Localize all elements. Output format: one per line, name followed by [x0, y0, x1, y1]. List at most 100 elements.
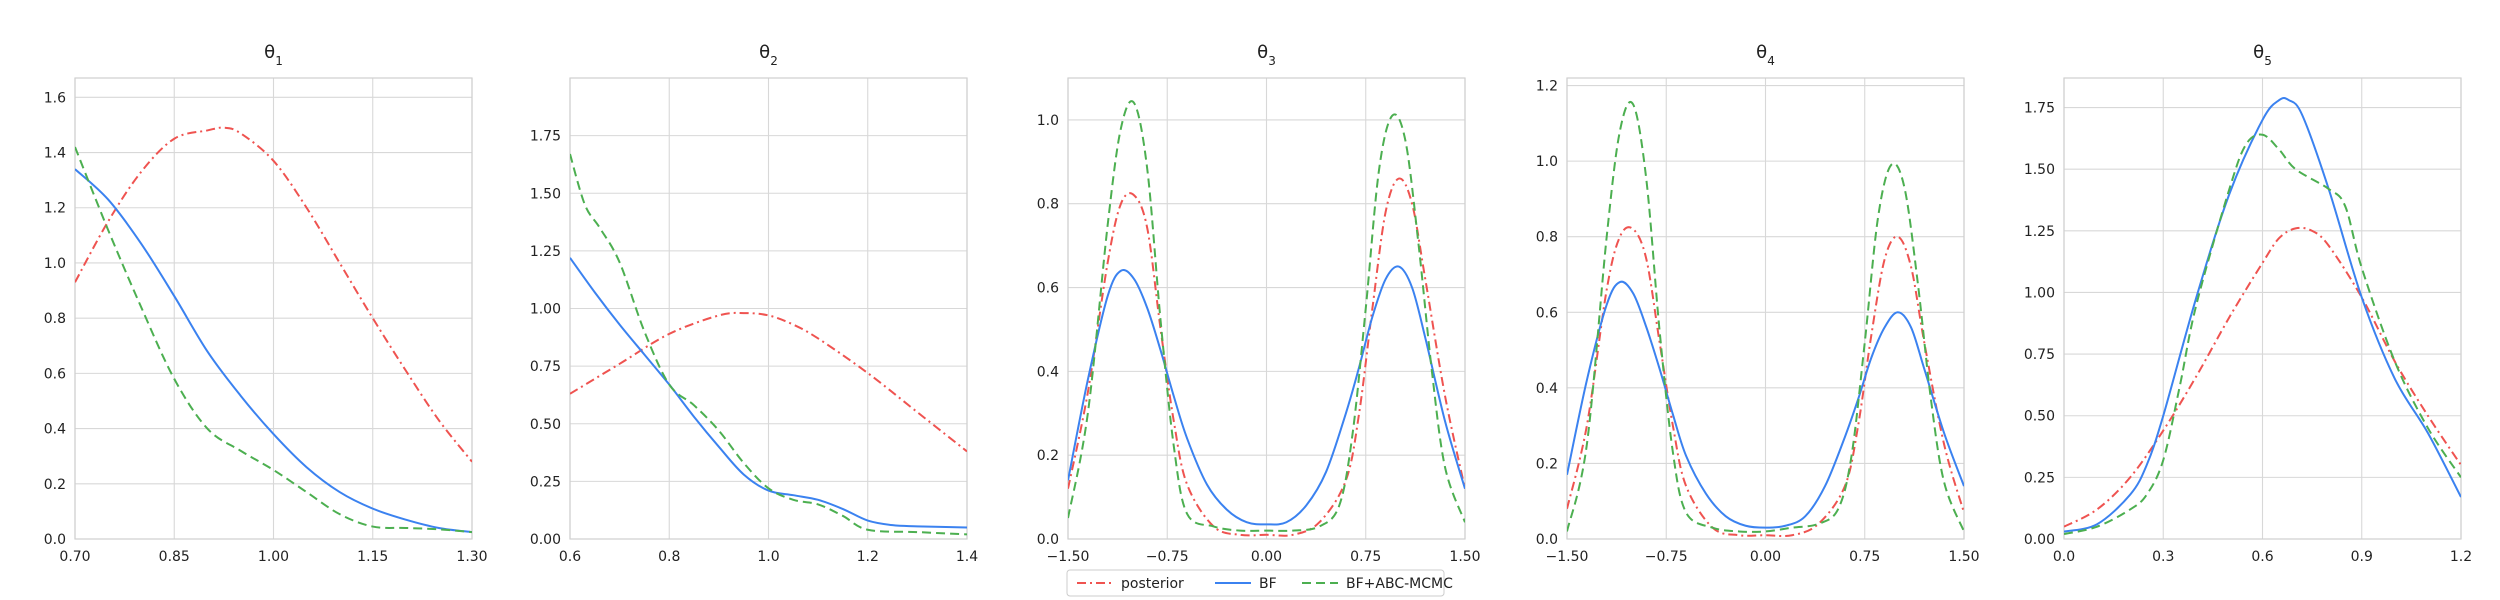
plot-frame: [1566, 77, 1965, 540]
y-tick-label: 1.0: [44, 256, 66, 272]
x-tick-label: 0.6: [2251, 549, 2273, 565]
y-tick-label: 0.00: [530, 532, 561, 548]
series-line-bf: [2064, 97, 2461, 533]
panel-3: −1.50 −0.75 0.00 0.75 1.50 0.0 0.2 0.4 0.6 0.8 1.0…: [1037, 42, 1481, 565]
y-tick-label: 1.4: [44, 146, 66, 162]
x-tick-label: −1.50: [1546, 549, 1589, 565]
x-tick-label: 0.00: [1251, 549, 1282, 565]
plot-frame: [2063, 77, 2462, 540]
series-line-posterior: [75, 126, 472, 463]
y-tick-label: 0.8: [1536, 230, 1558, 246]
y-tick-label: 0.25: [530, 474, 561, 490]
x-tick-label: 0.3: [2152, 549, 2174, 565]
legend-box: [1066, 569, 1445, 597]
panel-title: θ4: [1756, 42, 1775, 68]
y-tick-label: 0.8: [1037, 197, 1059, 213]
y-tick-label: 0.6: [44, 366, 66, 382]
x-tick-label: 1.15: [357, 549, 388, 565]
y-tick-label: 0.50: [530, 417, 561, 433]
y-tick-label: 0.75: [530, 359, 561, 375]
panel-4: −1.50 −0.75 0.00 0.75 1.50 0.0 0.2 0.4 0.6 0.8 1.0…: [1536, 42, 1980, 565]
x-tick-label: 0.85: [159, 549, 190, 565]
y-tick-label: 0.0: [1037, 532, 1059, 548]
x-tick-label: 1.2: [2450, 549, 2472, 565]
x-tick-label: 0.6: [559, 549, 581, 565]
series-group: [1567, 101, 1964, 538]
y-tick-label: 1.2: [1536, 79, 1558, 95]
y-tick-label: 0.6: [1037, 281, 1059, 297]
series-group: [570, 153, 967, 536]
x-tick-label: 1.0: [757, 549, 779, 565]
y-tick-label: 1.50: [2024, 162, 2055, 178]
y-tick-label: 1.0: [1037, 113, 1059, 129]
x-tick-label: −1.50: [1047, 549, 1090, 565]
y-tick-label: 0.2: [1037, 448, 1059, 464]
y-tick-label: 0.50: [2024, 409, 2055, 425]
y-tick-label: 0.75: [2024, 347, 2055, 363]
panel-title: θ2: [759, 42, 778, 68]
y-tick-label: 0.8: [44, 311, 66, 327]
x-tick-label: 0.70: [59, 549, 90, 565]
y-tick-label: 1.75: [2024, 101, 2055, 117]
y-tick-label: 1.0: [1536, 154, 1558, 170]
series-line-bf: [1567, 280, 1964, 529]
series-line-bf-abc-mcmc: [1567, 101, 1964, 533]
plot-frame: [74, 77, 473, 540]
y-tick-label: 1.2: [44, 201, 66, 217]
y-tick-label: 0.2: [1536, 456, 1558, 472]
x-tick-label: 1.2: [857, 549, 879, 565]
y-tick-label: 1.50: [530, 186, 561, 202]
x-tick-label: 0.8: [658, 549, 680, 565]
series-line-bf-abc-mcmc: [75, 146, 472, 534]
series-line-bf-abc-mcmc: [570, 153, 967, 536]
plot-frame: [569, 77, 968, 540]
panel-1: 0.70 0.85 1.00 1.15 1.30 0.0 0.2 0.4 0.6 0.8 1.0 1.…: [44, 42, 488, 565]
panel-title: θ1: [264, 42, 283, 68]
x-tick-label: −0.75: [1146, 549, 1189, 565]
series-group: [1068, 100, 1465, 537]
series-line-bf: [1068, 265, 1465, 526]
y-tick-label: 0.4: [1536, 381, 1558, 397]
legend-label: BF: [1259, 576, 1277, 592]
y-tick-label: 0.4: [1037, 364, 1059, 380]
y-tick-label: 1.75: [530, 129, 561, 145]
y-tick-label: 1.25: [530, 244, 561, 260]
series-group: [75, 126, 472, 534]
x-tick-label: 1.50: [1449, 549, 1480, 565]
x-tick-label: 0.75: [1350, 549, 1381, 565]
y-tick-label: 1.00: [2024, 285, 2055, 301]
x-tick-label: 0.75: [1849, 549, 1880, 565]
series-group: [2064, 97, 2461, 536]
x-tick-label: 1.00: [258, 549, 289, 565]
y-tick-label: 0.00: [2024, 532, 2055, 548]
series-line-bf: [570, 257, 967, 529]
x-tick-label: 0.0: [2053, 549, 2075, 565]
panel-title: θ3: [1257, 42, 1276, 68]
series-line-posterior: [2064, 226, 2461, 528]
y-tick-label: 1.6: [44, 90, 66, 106]
x-tick-label: 0.9: [2351, 549, 2373, 565]
y-tick-label: 1.00: [530, 302, 561, 318]
x-tick-label: 1.4: [956, 549, 978, 565]
series-line-bf-abc-mcmc: [2064, 133, 2461, 536]
x-tick-label: 1.30: [456, 549, 487, 565]
legend: posterior BF BF+ABC-MCMC: [1066, 569, 1453, 597]
plot-frame: [1067, 77, 1466, 540]
y-tick-label: 0.0: [1536, 532, 1558, 548]
series-line-posterior: [570, 311, 967, 453]
panel-5: 0.0 0.3 0.6 0.9 1.2 0.00 0.25 0.50 0.75 1.00 1.25 1…: [2024, 42, 2472, 565]
series-line-posterior: [1068, 177, 1465, 537]
series-line-bf: [75, 168, 472, 534]
x-tick-label: 1.50: [1948, 549, 1979, 565]
legend-label: posterior: [1121, 576, 1184, 592]
y-tick-label: 0.4: [44, 422, 66, 438]
y-tick-label: 1.25: [2024, 224, 2055, 240]
y-tick-label: 0.0: [44, 532, 66, 548]
panel-2: 0.6 0.8 1.0 1.2 1.4 0.00 0.25 0.50 0.75 1.00 1.25 1…: [530, 42, 978, 565]
series-line-posterior: [1567, 226, 1964, 538]
y-tick-label: 0.2: [44, 477, 66, 493]
x-tick-label: −0.75: [1645, 549, 1688, 565]
y-tick-label: 0.25: [2024, 470, 2055, 486]
x-tick-label: 0.00: [1750, 549, 1781, 565]
